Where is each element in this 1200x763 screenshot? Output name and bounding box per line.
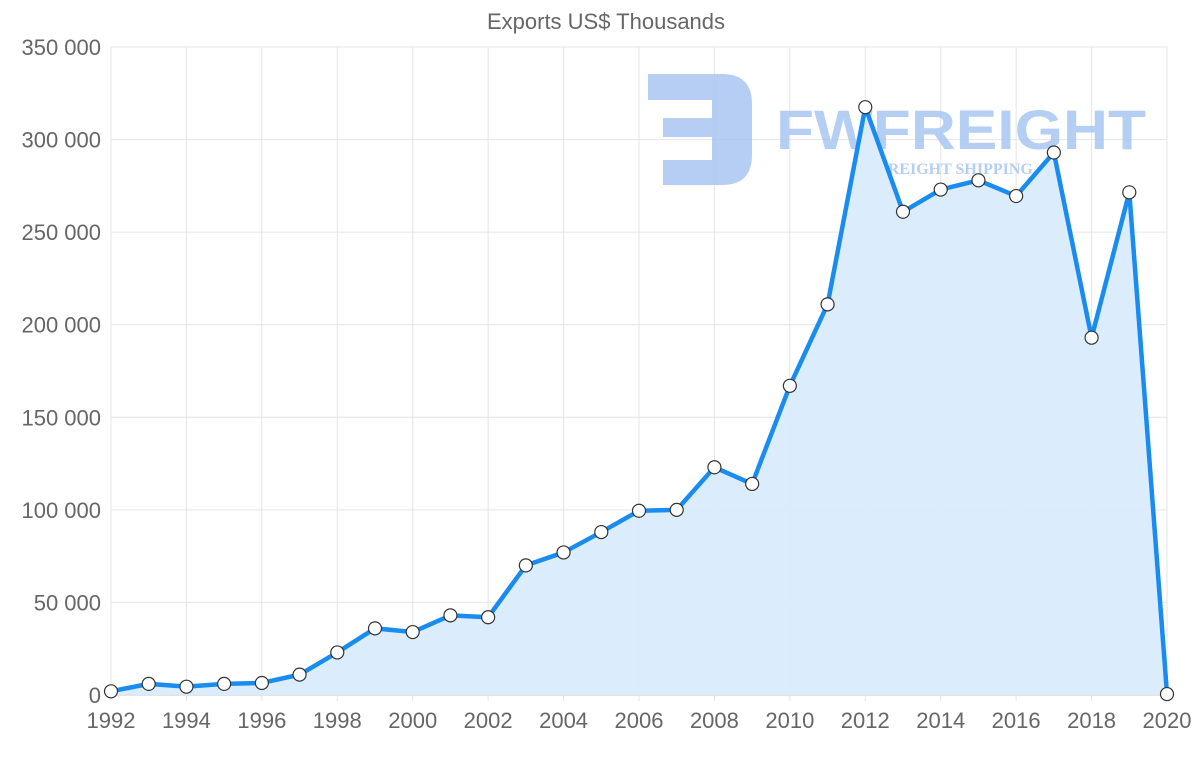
data-point-1993[interactable]: [141, 676, 156, 691]
data-point-2013[interactable]: [895, 204, 911, 219]
data-point-2008[interactable]: [707, 460, 722, 475]
data-point-2016[interactable]: [1009, 188, 1024, 204]
y-tick-label: 350 000: [21, 35, 101, 60]
data-point-1994[interactable]: [179, 679, 194, 694]
data-point-1992[interactable]: [103, 684, 119, 699]
series-area-fill: [111, 107, 1167, 695]
data-point-1997[interactable]: [292, 667, 307, 682]
x-tick-label: 2002: [464, 708, 513, 733]
data-point-2002[interactable]: [481, 610, 496, 625]
data-point-2006[interactable]: [631, 503, 647, 518]
watermark-tagline: FREIGHT SHIPPING: [878, 161, 1033, 178]
data-point-2004[interactable]: [556, 545, 571, 560]
x-tick-label: 2008: [690, 708, 739, 733]
data-point-2015[interactable]: [971, 173, 986, 188]
x-tick-label: 1996: [237, 708, 286, 733]
series-layer: [103, 100, 1175, 702]
y-tick-label: 250 000: [21, 220, 101, 245]
x-tick-label: 2010: [765, 708, 814, 733]
data-point-2020[interactable]: [1159, 686, 1175, 702]
data-point-2014[interactable]: [933, 182, 948, 197]
data-point-2005[interactable]: [594, 524, 609, 540]
data-point-2009[interactable]: [745, 476, 760, 492]
x-tick-label: 2004: [539, 708, 588, 733]
y-tick-label: 100 000: [21, 498, 101, 523]
y-axis: 0 50 000 100 000 150 000 200 000 250 000 300 0…: [21, 35, 101, 708]
watermark-logo-icon: [648, 74, 752, 185]
data-point-2001[interactable]: [443, 608, 458, 623]
y-tick-label: 200 000: [21, 313, 101, 338]
fwfreight-watermark-logo: FWFREIGHT FREIGHT SHIPPING: [648, 74, 1146, 185]
data-point-2003[interactable]: [518, 558, 533, 573]
x-tick-label: 2014: [916, 708, 965, 733]
data-point-2018[interactable]: [1084, 330, 1099, 345]
data-point-2007[interactable]: [669, 502, 684, 517]
watermark-brand: FWFREIGHT: [776, 98, 1146, 161]
y-tick-label: 50 000: [34, 590, 101, 615]
y-tick-label: 150 000: [21, 405, 101, 430]
x-axis: 1992 1994 1996 1998 2000 2002 2004 2006 2008 2010…: [87, 708, 1192, 733]
data-point-2012[interactable]: [858, 100, 873, 115]
chart-title: Exports US$ Thousands: [487, 9, 725, 34]
y-tick-label: 300 000: [21, 128, 101, 153]
x-tick-label: 1994: [162, 708, 211, 733]
data-point-1995[interactable]: [217, 676, 232, 691]
data-point-2017[interactable]: [1046, 145, 1061, 160]
x-tick-label: 2016: [992, 708, 1041, 733]
x-tick-label: 2012: [841, 708, 890, 733]
x-tick-label: 2000: [388, 708, 437, 733]
x-tick-label: 2006: [615, 708, 664, 733]
x-tick-label: 1992: [87, 708, 136, 733]
data-point-1998[interactable]: [330, 645, 345, 660]
data-point-2000[interactable]: [405, 624, 420, 640]
x-tick-label: 1998: [313, 708, 362, 733]
x-tick-label: 2020: [1143, 708, 1192, 733]
data-point-2019[interactable]: [1122, 185, 1137, 200]
data-point-1996[interactable]: [254, 675, 269, 691]
data-point-2010[interactable]: [782, 378, 797, 393]
y-tick-label: 0: [89, 683, 101, 708]
data-point-1999[interactable]: [367, 621, 383, 636]
data-point-2011[interactable]: [820, 297, 835, 312]
x-tick-label: 2018: [1067, 708, 1116, 733]
